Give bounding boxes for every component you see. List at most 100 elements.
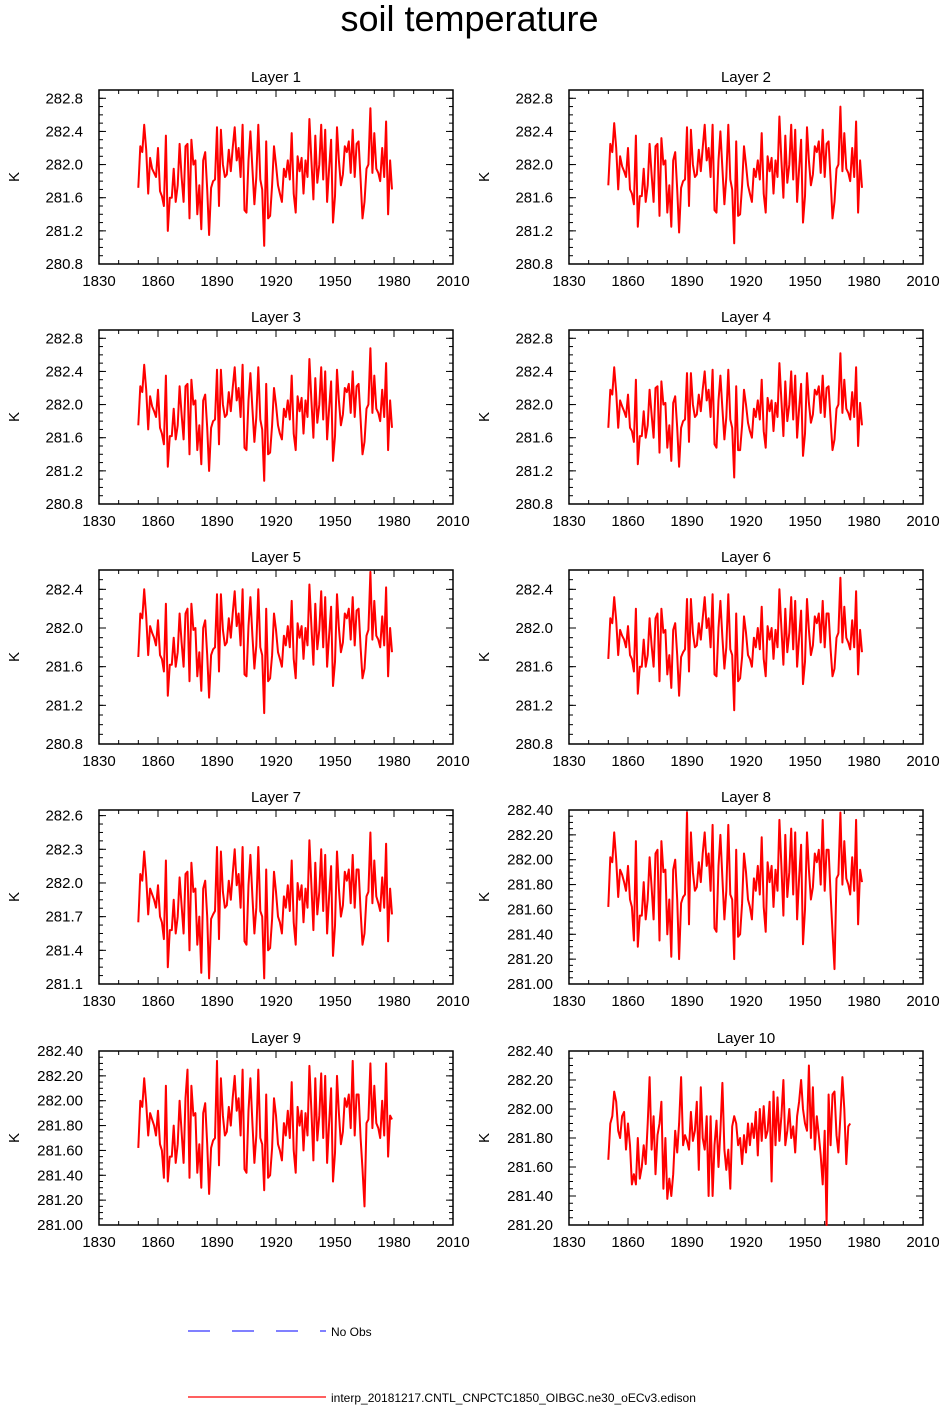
- y-tick-label: 282.8: [515, 90, 553, 107]
- x-tick-label: 1950: [788, 513, 821, 530]
- y-tick-label: 280.8: [45, 736, 83, 753]
- x-tick-label: 1980: [847, 1234, 880, 1251]
- panel-9: Layer 9 K 1830 1860 1890 1920 1950 1980 2010 281.…: [6, 1030, 470, 1251]
- x-tick-label: 1980: [847, 513, 880, 530]
- x-tick-label: 1950: [788, 753, 821, 770]
- x-tick-label: 1980: [847, 753, 880, 770]
- x-tick-label: 1980: [377, 513, 410, 530]
- panel-title: Layer 2: [721, 69, 771, 86]
- panel-title: Layer 3: [251, 309, 301, 326]
- x-tick-label: 1830: [82, 993, 115, 1010]
- plot-frame: [98, 89, 454, 265]
- y-tick-label: 282.00: [507, 852, 553, 869]
- series-line: [607, 576, 863, 712]
- series-line: [137, 1059, 393, 1208]
- y-tick-label: 280.8: [515, 496, 553, 513]
- x-tick-label: 1890: [200, 1234, 233, 1251]
- x-tick-label: 2010: [906, 753, 939, 770]
- y-tick-label: 281.6: [515, 659, 553, 676]
- x-tick-label: 1830: [82, 753, 115, 770]
- y-tick-label: 282.4: [45, 363, 83, 380]
- x-tick-label: 1860: [611, 753, 644, 770]
- y-tick-label: 281.40: [507, 1188, 553, 1205]
- y-tick-label: 282.00: [37, 1093, 83, 1110]
- x-tick-label: 1920: [259, 753, 292, 770]
- x-tick-label: 1950: [318, 1234, 351, 1251]
- chart-title: soil temperature: [340, 0, 599, 39]
- series-line: [607, 1064, 852, 1226]
- y-tick-label: 280.8: [515, 256, 553, 273]
- x-tick-label: 1980: [377, 273, 410, 290]
- x-tick-label: 1830: [552, 753, 585, 770]
- x-tick-label: 1830: [82, 513, 115, 530]
- x-tick-label: 1860: [141, 993, 174, 1010]
- series-line: [137, 107, 393, 247]
- y-tick-label: 281.60: [507, 901, 553, 918]
- y-tick-label: 281.4: [45, 942, 83, 959]
- x-tick-label: 2010: [906, 993, 939, 1010]
- x-tick-label: 1890: [200, 513, 233, 530]
- y-tick-label: 282.00: [507, 1101, 553, 1118]
- panel-title: Layer 10: [717, 1030, 775, 1047]
- x-tick-label: 1890: [670, 513, 703, 530]
- y-tick-label: 281.6: [515, 430, 553, 447]
- y-tick-label: 281.6: [45, 430, 83, 447]
- series-line: [607, 105, 863, 245]
- x-tick-label: 1860: [141, 513, 174, 530]
- legend-label-no-obs: No Obs: [331, 1325, 372, 1339]
- y-tick-label: 282.20: [37, 1068, 83, 1085]
- panel-8: Layer 8 K 1830 1860 1890 1920 1950 1980 2010 281.…: [476, 789, 939, 1010]
- y-tick-label: 282.6: [45, 808, 83, 825]
- x-tick-label: 1890: [670, 993, 703, 1010]
- panel-title: Layer 8: [721, 789, 771, 806]
- series-line: [607, 352, 863, 479]
- x-tick-label: 1980: [377, 993, 410, 1010]
- y-tick-label: 281.2: [45, 463, 83, 480]
- x-tick-label: 1830: [82, 1234, 115, 1251]
- y-tick-label: 282.0: [515, 620, 553, 637]
- x-tick-label: 1980: [377, 753, 410, 770]
- panel-2: Layer 2 K 1830 1860 1890 1920 1950 1980 2010 280.…: [476, 69, 939, 290]
- x-tick-label: 1890: [670, 753, 703, 770]
- y-tick-label: 282.4: [45, 581, 83, 598]
- x-tick-label: 1830: [552, 993, 585, 1010]
- panel-title: Layer 1: [251, 69, 301, 86]
- x-tick-label: 1920: [729, 1234, 762, 1251]
- y-tick-label: 282.0: [45, 397, 83, 414]
- y-tick-label: 282.3: [45, 841, 83, 858]
- x-tick-label: 1890: [670, 1234, 703, 1251]
- y-tick-label: 281.6: [515, 190, 553, 207]
- x-tick-label: 1950: [318, 993, 351, 1010]
- x-tick-label: 1860: [141, 753, 174, 770]
- y-tick-label: 282.40: [507, 1043, 553, 1060]
- x-tick-label: 1980: [847, 993, 880, 1010]
- y-tick-label: 282.20: [507, 1072, 553, 1089]
- x-tick-label: 1890: [200, 753, 233, 770]
- y-tick-label: 281.7: [45, 909, 83, 926]
- y-tick-label: 281.2: [45, 697, 83, 714]
- x-tick-label: 1920: [729, 993, 762, 1010]
- panel-6: Layer 6 K 1830 1860 1890 1920 1950 1980 2010 280.…: [476, 549, 939, 770]
- y-tick-label: 281.6: [45, 659, 83, 676]
- y-tick-label: 281.60: [37, 1142, 83, 1159]
- y-tick-label: 281.80: [37, 1118, 83, 1135]
- plot-frame: [568, 329, 924, 505]
- panel-10: Layer 10 K 1830 1860 1890 1920 1950 1980 2010 281…: [476, 1030, 939, 1251]
- y-axis-label: K: [476, 172, 493, 182]
- y-tick-label: 281.2: [515, 223, 553, 240]
- panel-title: Layer 5: [251, 549, 301, 566]
- x-tick-label: 1890: [200, 993, 233, 1010]
- y-axis-label: K: [476, 1133, 493, 1143]
- y-axis-label: K: [476, 652, 493, 662]
- x-tick-label: 1860: [611, 513, 644, 530]
- x-tick-label: 1950: [318, 753, 351, 770]
- x-tick-label: 1920: [729, 513, 762, 530]
- x-tick-label: 2010: [906, 513, 939, 530]
- y-tick-label: 280.8: [515, 736, 553, 753]
- y-tick-label: 282.0: [45, 875, 83, 892]
- panel-7: Layer 7 K 1830 1860 1890 1920 1950 1980 2010 281.…: [6, 789, 470, 1010]
- x-tick-label: 1860: [611, 273, 644, 290]
- x-tick-label: 1950: [318, 273, 351, 290]
- panel-title: Layer 6: [721, 549, 771, 566]
- x-tick-label: 1830: [552, 273, 585, 290]
